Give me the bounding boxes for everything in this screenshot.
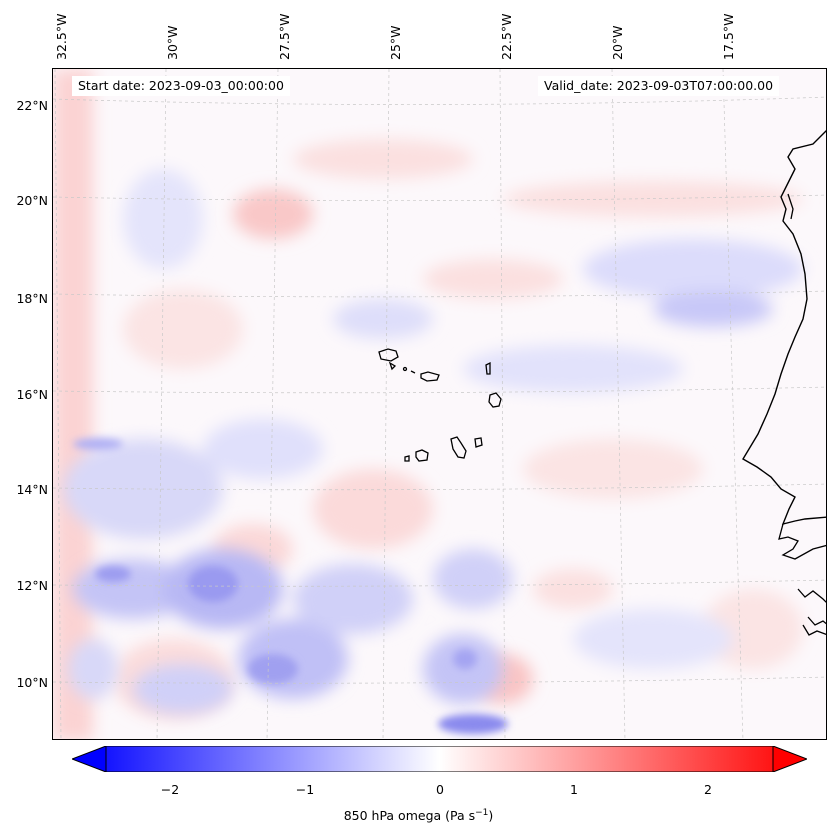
map-panel[interactable] [52, 68, 827, 740]
start-date-label: Start date: 2023-09-03_00:00:00 [72, 76, 290, 96]
lon-label-27.5w: 27.5°W [277, 13, 292, 60]
colorbar-tick-neg1: −1 [295, 782, 315, 797]
colorbar-tick-1: 1 [570, 782, 578, 797]
lon-label-22.5w: 22.5°W [499, 13, 514, 60]
colorbar [72, 746, 807, 772]
colorbar-extend-min [72, 746, 107, 772]
negative-omega-regions [63, 169, 803, 714]
lat-label-10n: 10°N [16, 675, 48, 690]
colorbar-tick-2: 2 [704, 782, 712, 797]
lat-label-18n: 18°N [16, 291, 48, 306]
colorbar-label: 850 hPa omega (Pa s−1) [343, 808, 494, 824]
coastline-gambia [778, 523, 826, 560]
cape-verde-islands [378, 348, 502, 462]
coastline-guinea-bissau [797, 588, 826, 636]
colorbar-tick-neg2: −2 [160, 782, 180, 797]
lon-label-20w: 20°W [610, 25, 625, 60]
colorbar-tick-0: 0 [436, 782, 444, 797]
lat-label-22n: 22°N [16, 98, 48, 113]
colorbar-extend-max [772, 746, 807, 772]
omega-field-map [53, 69, 826, 739]
lat-label-12n: 12°N [16, 578, 48, 593]
coastline-north [787, 193, 794, 220]
colorbar-body [105, 746, 774, 772]
lon-label-30w: 30°W [165, 25, 180, 60]
graticule [53, 69, 826, 739]
valid-date-label: Valid_date: 2023-09-03T07:00:00.00 [538, 76, 780, 96]
coastline-africa [742, 130, 826, 526]
lat-label-14n: 14°N [16, 482, 48, 497]
lon-label-32.5w: 32.5°W [54, 13, 69, 60]
strong-negative-cores [73, 438, 508, 734]
positive-omega-regions [53, 69, 803, 739]
lat-label-20n: 20°N [16, 193, 48, 208]
lat-label-16n: 16°N [16, 387, 48, 402]
lon-label-25w: 25°W [388, 25, 403, 60]
lon-label-17.5w: 17.5°W [721, 13, 736, 60]
